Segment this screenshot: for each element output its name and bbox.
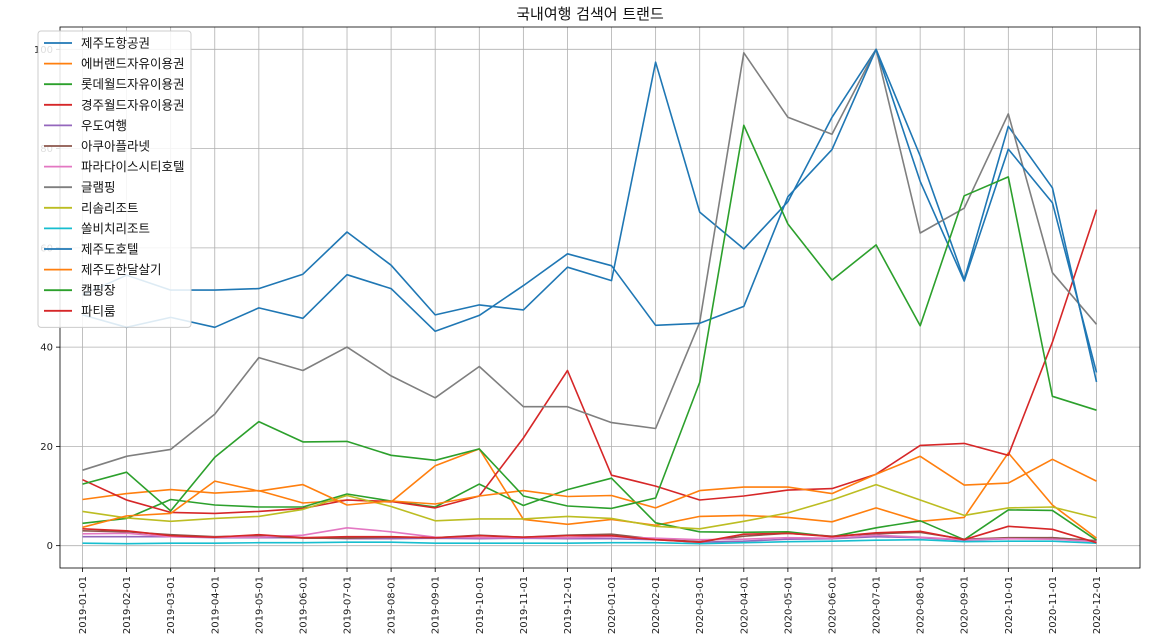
series-line (82, 455, 1097, 529)
plot-frame (59, 26, 1141, 569)
x-tick-label: 2019-10-01 (475, 576, 486, 634)
legend: 제주도항공권에버랜드자유이용권롯데월드자유이용권경주월드자유이용권우도여행아쿠아… (37, 30, 192, 328)
x-tick-label: 2020-11-01 (1048, 576, 1059, 634)
x-tick-label: 2020-05-01 (783, 576, 794, 634)
grid (60, 27, 1140, 568)
legend-label: 제주도항공권 (81, 36, 150, 51)
x-tick-label: 2020-10-01 (1004, 576, 1015, 634)
legend-label: 경주월드자유이용권 (81, 97, 185, 112)
legend-label: 글램핑 (81, 180, 116, 195)
series-lines (82, 48, 1098, 545)
series-line (82, 526, 1097, 543)
y-tick-label: 0 (47, 541, 53, 552)
series-line (82, 525, 1097, 544)
legend-label: 제주도한달살기 (81, 262, 162, 277)
x-tick-label: 2019-08-01 (387, 576, 398, 634)
x-tick-label: 2020-12-01 (1092, 576, 1103, 634)
x-tick-label: 2019-02-01 (122, 576, 133, 634)
legend-label: 에버랜드자유이용권 (81, 56, 185, 71)
x-tick-label: 2019-09-01 (431, 576, 442, 634)
legend-label: 우도여행 (81, 118, 127, 133)
x-tick-label: 2019-07-01 (343, 576, 354, 634)
legend-label: 쏠비치리조트 (81, 221, 150, 236)
x-tick-label: 2020-01-01 (607, 576, 618, 634)
x-axis: 2019-01-01 2019-02-01 2019-03-01 2019-04-01… (78, 568, 1103, 634)
legend-label: 파라다이스시티호텔 (81, 159, 185, 174)
x-tick-label: 2019-05-01 (254, 576, 265, 634)
x-tick-label: 2020-04-01 (739, 576, 750, 634)
x-tick-label: 2019-12-01 (563, 576, 574, 634)
y-tick-label: 20 (40, 442, 53, 453)
legend-label: 제주도호텔 (81, 242, 139, 257)
chart-title: 국내여행 검색어 트랜드 (516, 5, 664, 23)
series-line (82, 48, 1098, 383)
legend-label: 리솜리조트 (81, 200, 139, 215)
series-line (82, 48, 1098, 471)
legend-label: 파티룸 (81, 303, 116, 318)
x-tick-label: 2019-03-01 (166, 576, 177, 634)
series-line (82, 483, 1097, 530)
x-tick-label: 2019-04-01 (210, 576, 221, 634)
y-tick-label: 40 (40, 343, 53, 354)
legend-label: 캠핑장 (81, 283, 116, 298)
x-tick-label: 2020-02-01 (651, 576, 662, 634)
legend-box (37, 30, 192, 328)
series-line (82, 538, 1097, 545)
x-tick-label: 2020-06-01 (827, 576, 838, 634)
x-tick-label: 2020-09-01 (960, 576, 971, 634)
series-line (82, 48, 1098, 373)
x-tick-label: 2019-06-01 (298, 576, 309, 634)
series-line (82, 477, 1097, 541)
x-tick-label: 2019-11-01 (519, 576, 530, 634)
series-line (82, 124, 1097, 512)
series-line (82, 448, 1097, 539)
legend-label: 아쿠아플라넷 (81, 139, 150, 154)
series-line (82, 209, 1098, 515)
x-tick-label: 2020-03-01 (695, 576, 706, 634)
x-tick-label: 2019-01-01 (78, 576, 89, 634)
x-tick-label: 2020-07-01 (872, 576, 883, 634)
legend-label: 롯데월드자유이용권 (81, 77, 185, 92)
x-tick-label: 2020-08-01 (916, 576, 927, 634)
